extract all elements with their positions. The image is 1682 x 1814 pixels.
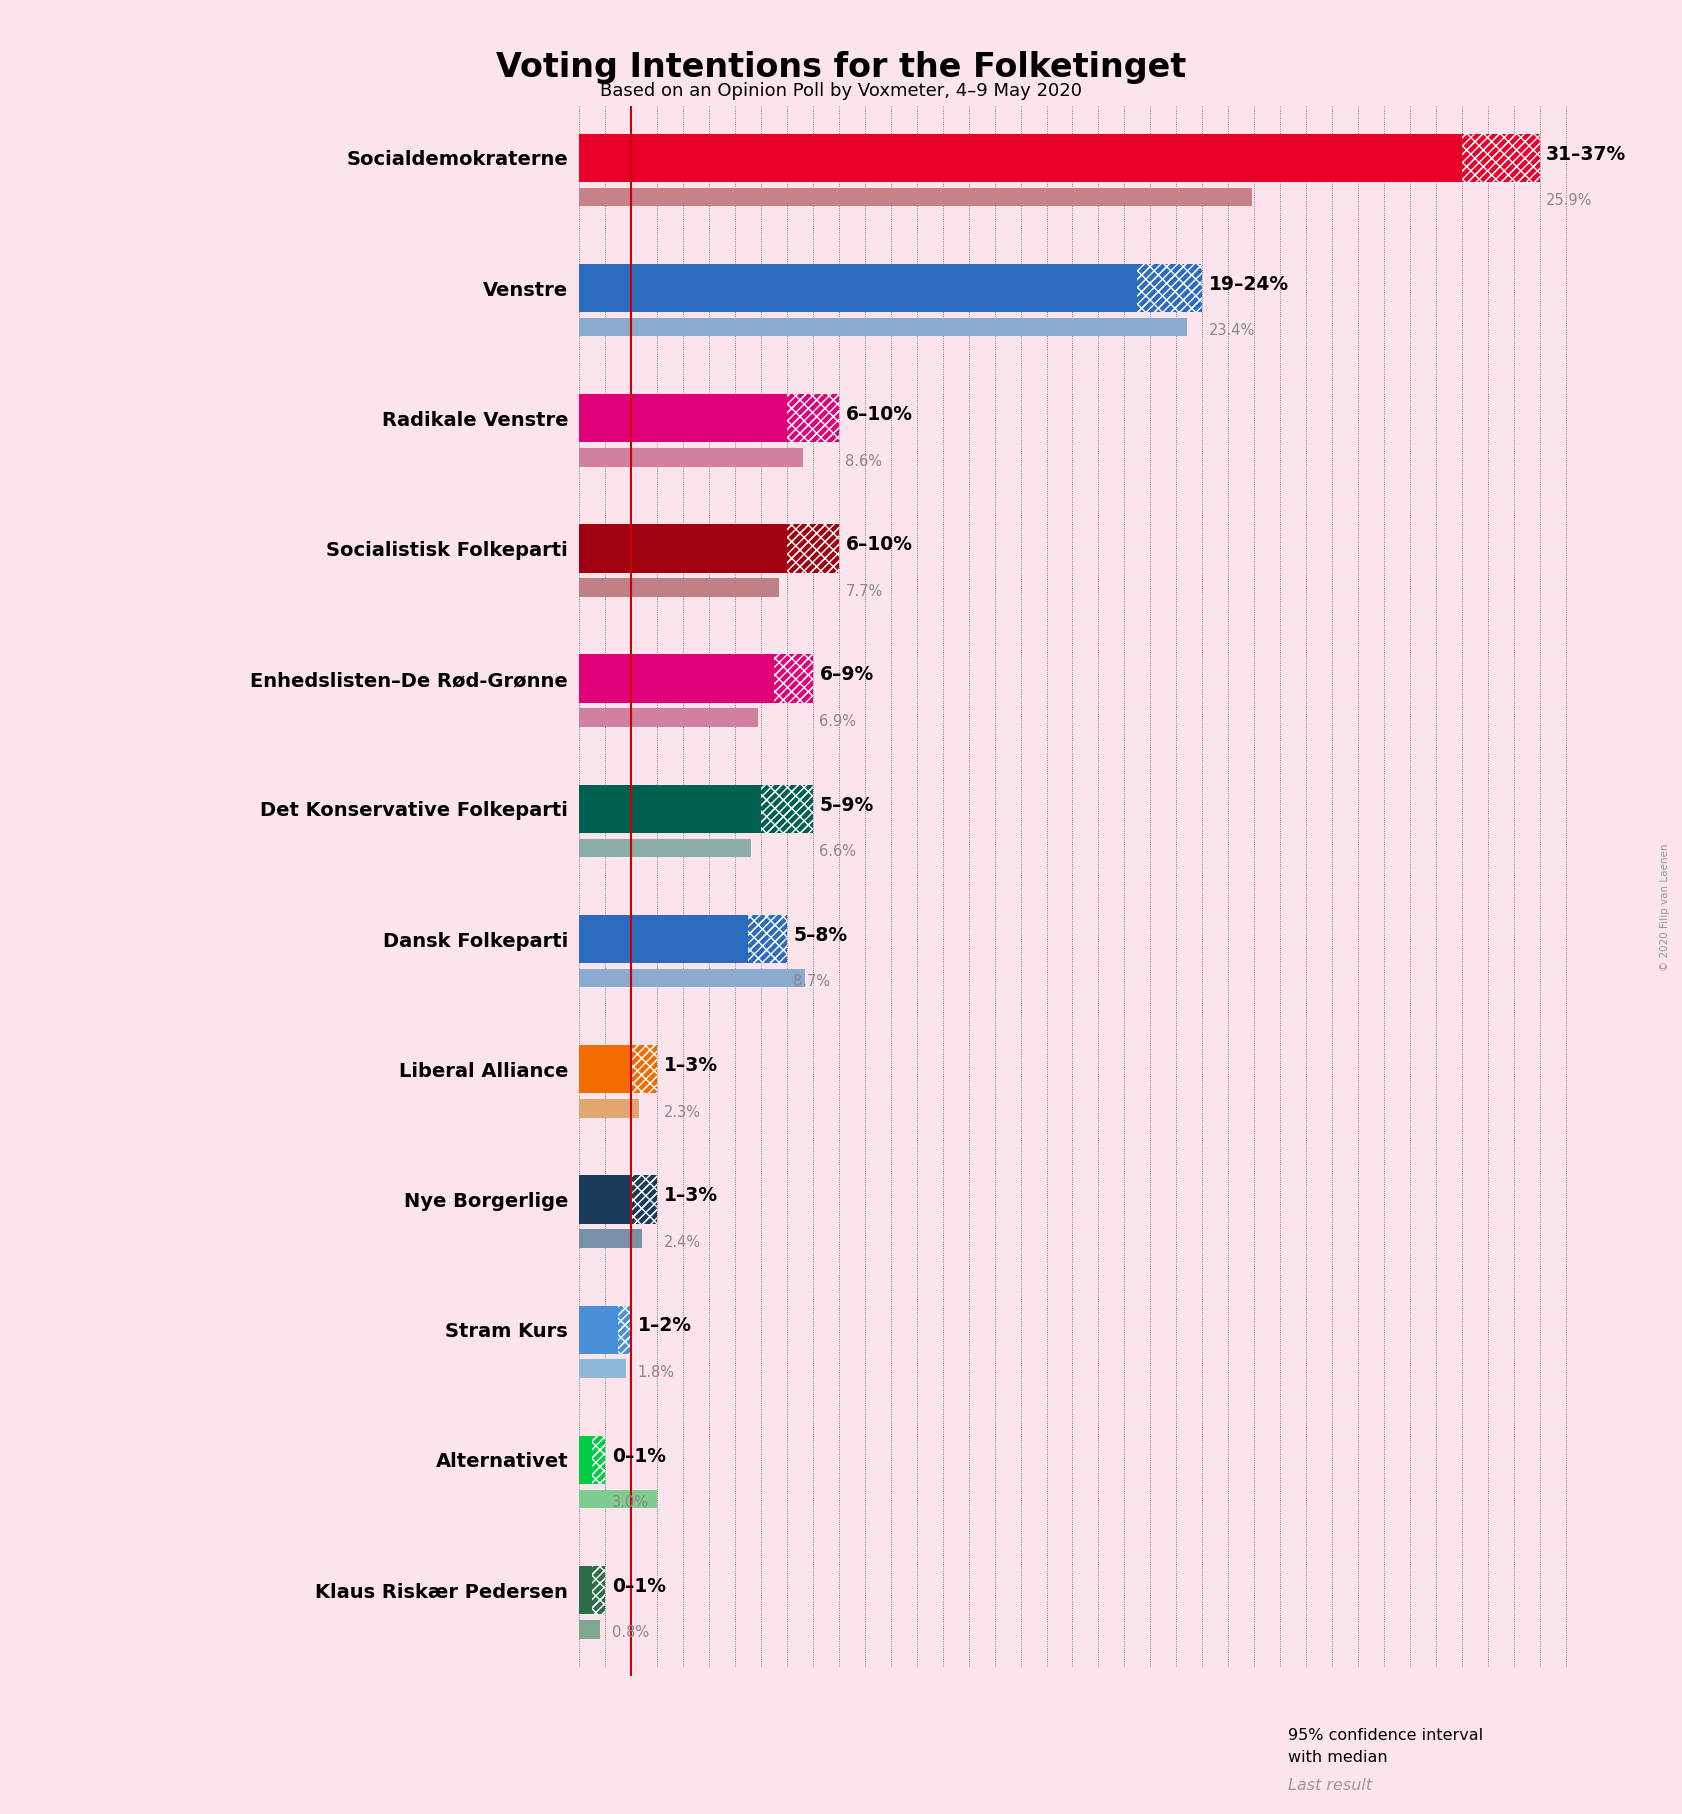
Text: 0.8%: 0.8%	[612, 1625, 649, 1640]
Bar	[579, 1099, 639, 1117]
Bar	[579, 1489, 658, 1507]
Bar	[579, 785, 760, 833]
Bar	[1241, 1721, 1280, 1770]
Text: 6.6%: 6.6%	[819, 844, 856, 860]
Text: 3.0%: 3.0%	[612, 1495, 649, 1511]
Bar	[592, 1435, 606, 1484]
Bar	[787, 394, 839, 443]
Bar	[631, 1045, 658, 1094]
Text: Voting Intentions for the Folketinget: Voting Intentions for the Folketinget	[496, 51, 1186, 83]
Bar	[579, 1175, 631, 1224]
Bar	[748, 914, 787, 963]
Text: 1–2%: 1–2%	[637, 1317, 691, 1335]
Bar	[631, 1175, 658, 1224]
Text: 6–10%: 6–10%	[846, 405, 912, 424]
Text: 6–9%: 6–9%	[819, 666, 873, 684]
Bar	[579, 394, 787, 443]
Bar	[787, 394, 839, 443]
Text: 5–9%: 5–9%	[819, 796, 873, 814]
Text: 7.7%: 7.7%	[846, 584, 883, 599]
Bar	[787, 524, 839, 573]
Text: 8.7%: 8.7%	[794, 974, 831, 989]
Bar	[774, 655, 812, 702]
Text: 5–8%: 5–8%	[794, 925, 848, 945]
Bar	[748, 914, 787, 963]
Text: 23.4%: 23.4%	[1209, 323, 1255, 337]
Bar	[631, 1175, 658, 1224]
Text: with median: with median	[1288, 1751, 1388, 1765]
Bar	[579, 709, 759, 727]
Text: 1–3%: 1–3%	[664, 1056, 718, 1076]
Text: 6–10%: 6–10%	[846, 535, 912, 555]
Bar	[619, 1306, 631, 1353]
Bar	[760, 785, 812, 833]
Bar	[774, 655, 812, 702]
Bar	[579, 1435, 592, 1484]
Bar	[592, 1565, 606, 1614]
Text: 1.8%: 1.8%	[637, 1364, 674, 1380]
Bar	[1462, 134, 1539, 181]
Text: 31–37%: 31–37%	[1546, 145, 1626, 163]
Text: © 2020 Filip van Laenen: © 2020 Filip van Laenen	[1660, 844, 1670, 970]
Bar	[579, 1230, 641, 1248]
Text: Based on an Opinion Poll by Voxmeter, 4–9 May 2020: Based on an Opinion Poll by Voxmeter, 4–…	[600, 82, 1082, 100]
Text: 25.9%: 25.9%	[1546, 192, 1593, 209]
Bar	[592, 1565, 606, 1614]
Bar	[1137, 263, 1203, 312]
Text: 0–1%: 0–1%	[612, 1448, 666, 1466]
Bar	[579, 914, 748, 963]
Bar	[619, 1306, 631, 1353]
Text: 2.3%: 2.3%	[664, 1105, 701, 1119]
Bar	[760, 785, 812, 833]
Bar	[579, 1045, 631, 1094]
Bar	[1203, 1776, 1280, 1794]
Bar	[579, 448, 802, 466]
Bar	[579, 317, 1187, 336]
Text: 0–1%: 0–1%	[612, 1576, 666, 1596]
Text: 6.9%: 6.9%	[819, 715, 856, 729]
Bar	[579, 134, 1462, 181]
Bar	[579, 969, 806, 987]
Bar	[579, 655, 774, 702]
Bar	[579, 1565, 592, 1614]
Text: 2.4%: 2.4%	[664, 1235, 701, 1250]
Bar	[631, 1045, 658, 1094]
Bar	[579, 1359, 626, 1379]
Bar	[579, 524, 787, 573]
Text: 95% confidence interval: 95% confidence interval	[1288, 1727, 1484, 1743]
Bar	[579, 1306, 619, 1353]
Bar	[592, 1435, 606, 1484]
Bar	[579, 838, 750, 858]
Text: 8.6%: 8.6%	[846, 454, 883, 468]
Text: 19–24%: 19–24%	[1209, 274, 1288, 294]
Bar	[579, 263, 1137, 312]
Bar	[1137, 263, 1203, 312]
Text: 1–3%: 1–3%	[664, 1186, 718, 1204]
Bar	[579, 579, 779, 597]
Bar	[1241, 1721, 1280, 1770]
Bar	[1462, 134, 1539, 181]
Bar	[787, 524, 839, 573]
Bar	[1203, 1721, 1280, 1770]
Text: Last result: Last result	[1288, 1778, 1373, 1792]
Bar	[579, 187, 1251, 207]
Bar	[579, 1620, 600, 1638]
